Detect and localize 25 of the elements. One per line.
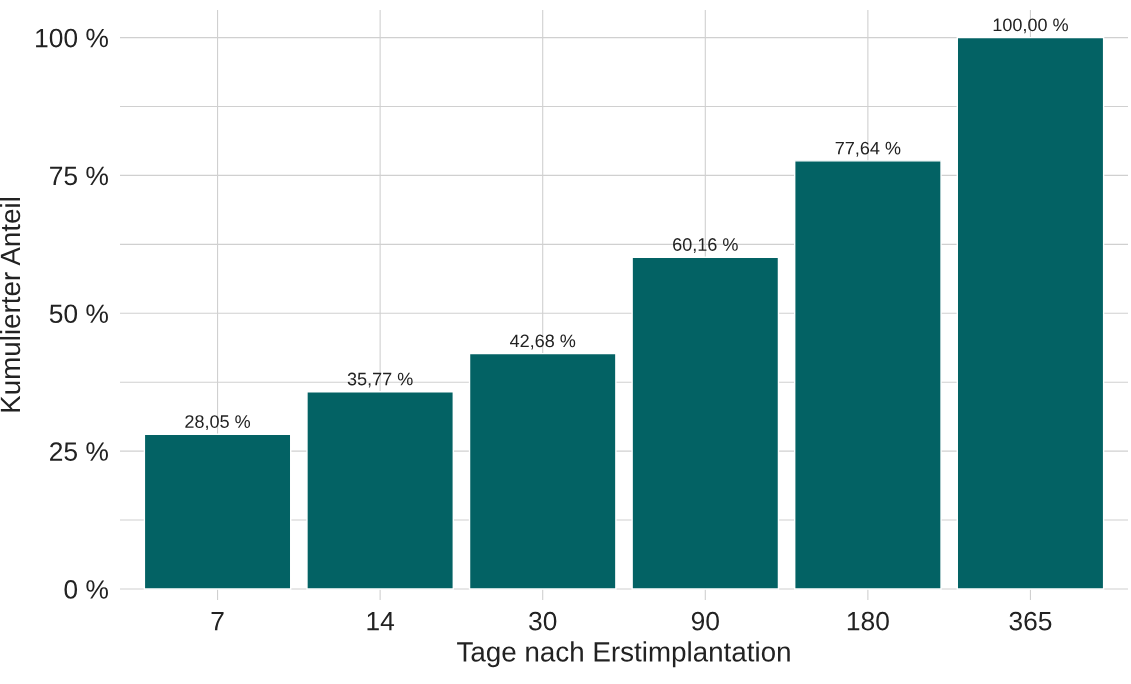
data-label: 28,05 %	[185, 415, 251, 431]
x-tick-label: 365	[1009, 611, 1052, 631]
y-tick-label: 25 %	[50, 442, 108, 461]
x-axis-title: Tage nach Erstimplantation	[457, 641, 790, 668]
data-label: 60,16 %	[673, 238, 738, 254]
data-label: 77,64 %	[835, 141, 901, 157]
bar	[631, 256, 780, 590]
x-tick-label: 90	[691, 611, 719, 631]
bar	[794, 160, 942, 590]
y-tick-label: 100 %	[36, 28, 108, 48]
bar	[143, 433, 292, 590]
data-label: 100,00 %	[993, 18, 1068, 34]
y-tick-label: 50 %	[49, 304, 108, 324]
bar	[468, 352, 617, 590]
data-label: 42,68 %	[510, 334, 576, 350]
x-tick-label: 30	[529, 611, 557, 631]
bar	[956, 36, 1105, 590]
y-axis-title: Kumulierter Anteil	[0, 198, 21, 412]
y-tick-label: 0 %	[64, 580, 108, 599]
x-tick-label: 14	[367, 612, 395, 631]
bar	[306, 391, 454, 590]
y-tick-label: 75 %	[50, 166, 108, 186]
x-tick-label: 7	[211, 612, 224, 631]
data-label: 35,77 %	[347, 372, 413, 388]
x-tick-label: 180	[847, 611, 889, 631]
